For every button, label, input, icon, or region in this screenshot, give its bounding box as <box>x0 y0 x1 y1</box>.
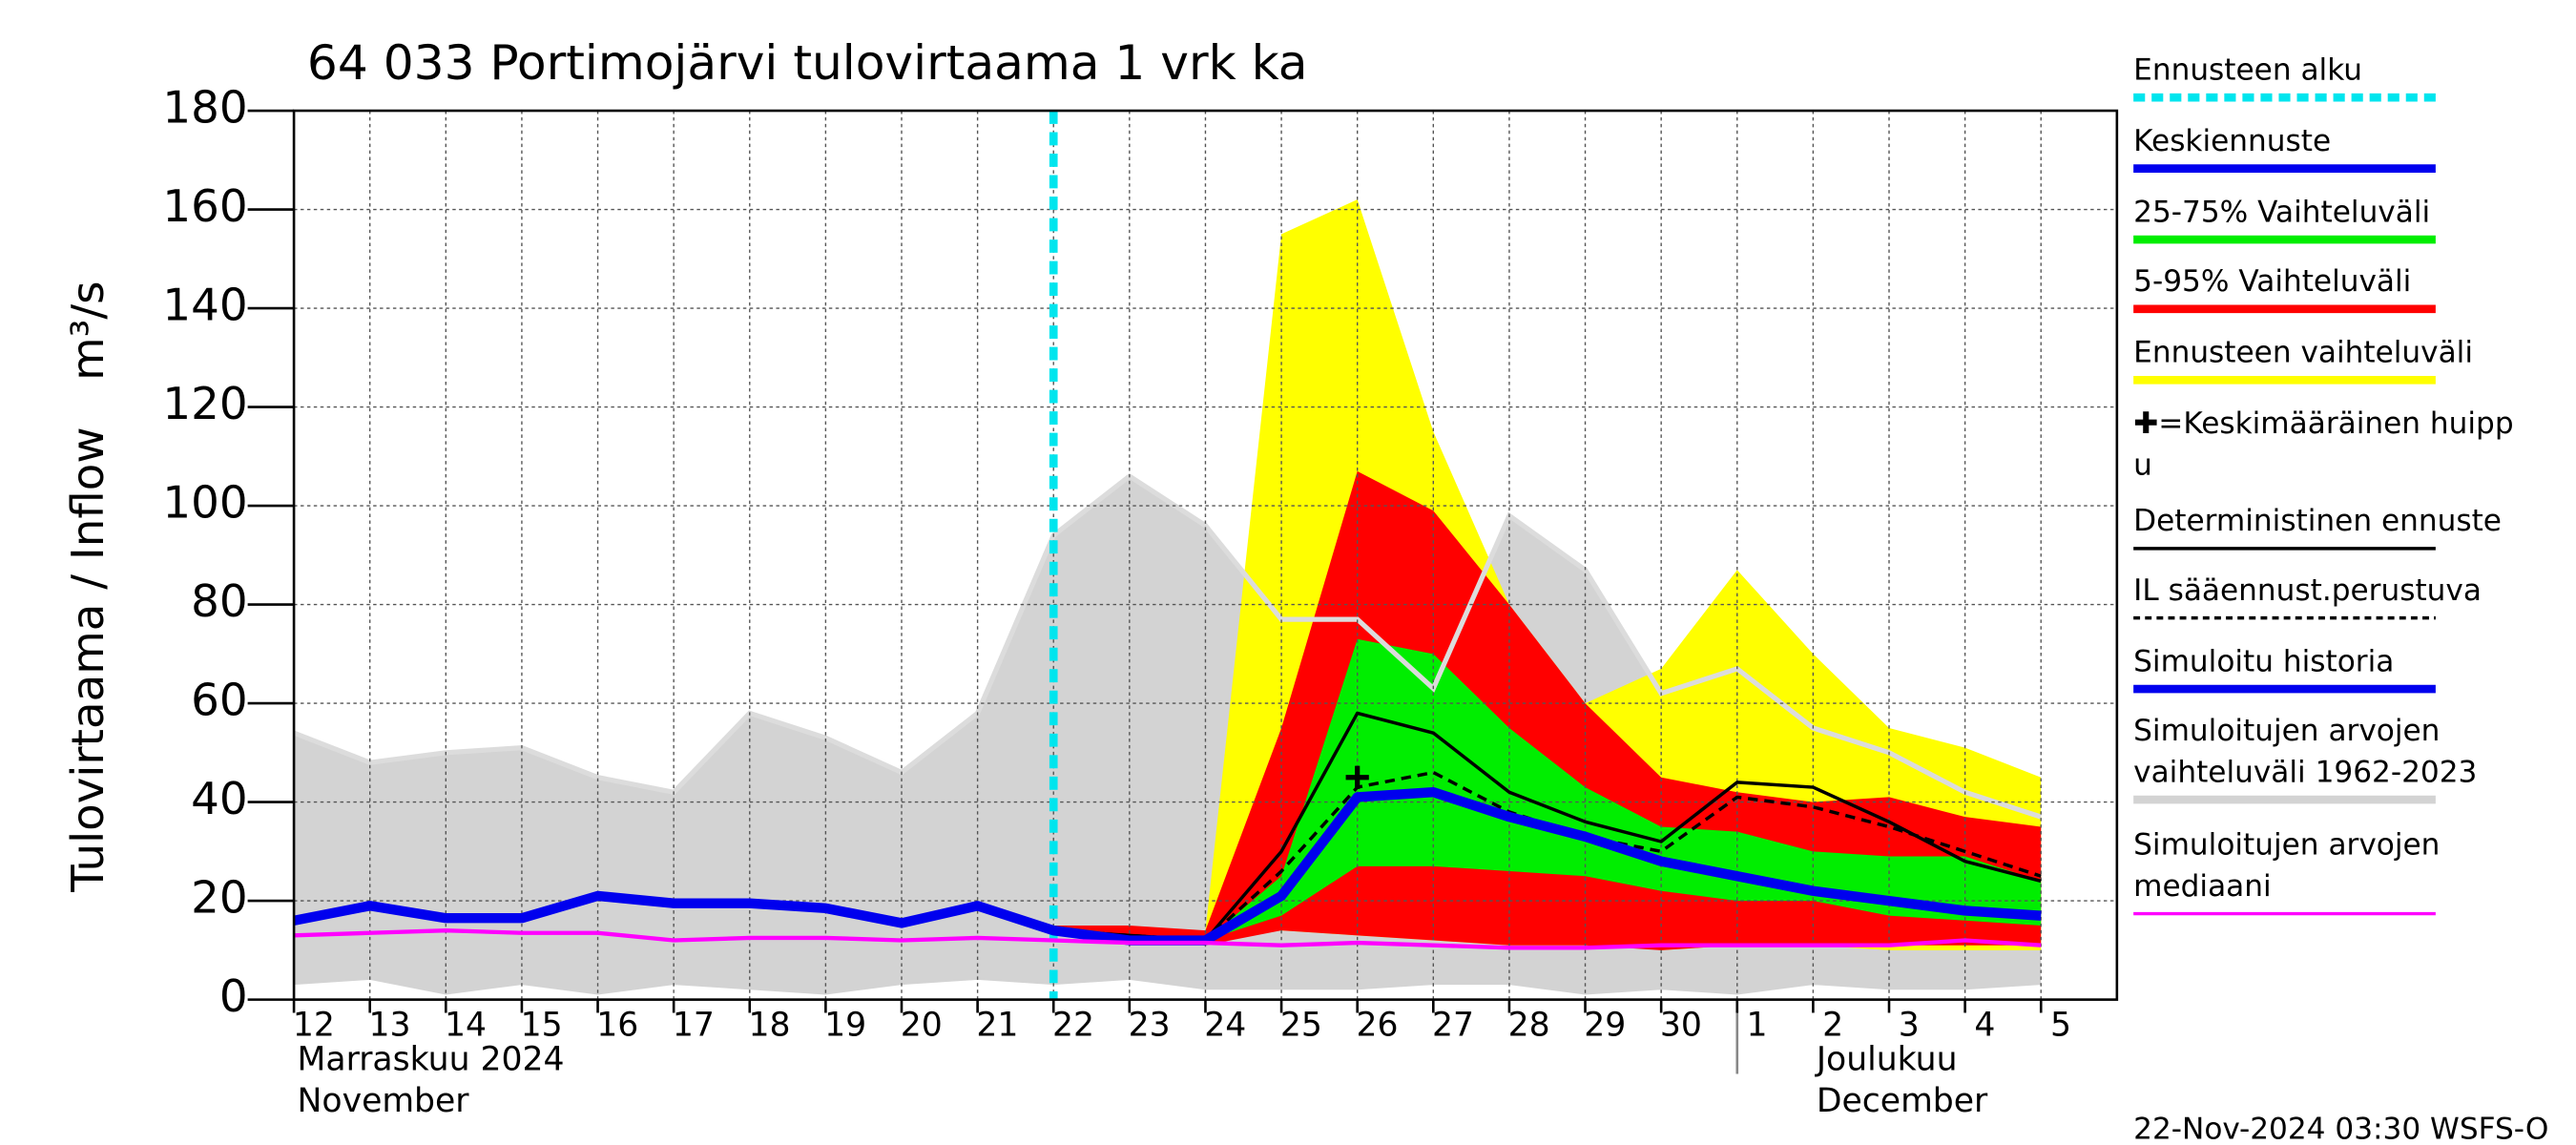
peak-marker <box>1345 765 1369 789</box>
x-tick-label: 4 <box>1974 1006 1995 1044</box>
y-tick-label: 40 <box>191 774 247 825</box>
y-tick-label: 180 <box>162 83 247 135</box>
x-tick-label: 29 <box>1584 1006 1626 1044</box>
x-tick-label: 16 <box>596 1006 638 1044</box>
legend-label: Ennusteen alku <box>2133 52 2362 87</box>
y-tick-label: 20 <box>191 873 247 925</box>
y-tick-label: 140 <box>162 281 247 332</box>
x-tick-label: 14 <box>445 1006 487 1044</box>
legend-label: Simuloitujen arvojen <box>2133 714 2440 748</box>
x-tick-label: 19 <box>824 1006 866 1044</box>
y-tick-label: 100 <box>162 478 247 530</box>
y-axis-label: Tulovirtaama / Inflow m³/s <box>63 281 114 893</box>
footer: 22-Nov-2024 03:30 WSFS-O <box>2133 1112 2548 1145</box>
x-tick-label: 5 <box>2050 1006 2071 1044</box>
range-top-line <box>293 472 2043 820</box>
x-tick-label: 18 <box>749 1006 791 1044</box>
x-tick-label: 21 <box>976 1006 1018 1044</box>
x-tick-label: 27 <box>1432 1006 1474 1044</box>
x-tick-label: 2 <box>1822 1006 1843 1044</box>
line <box>1053 711 2042 943</box>
legend-label: 5-95% Vaihteluväli <box>2133 264 2411 299</box>
legend-label: Ennusteen vaihteluväli <box>2133 336 2473 370</box>
legend-label: Deterministinen ennuste <box>2133 504 2502 538</box>
x-tick-label: 28 <box>1508 1006 1550 1044</box>
x-tick-label: 13 <box>368 1006 410 1044</box>
y-tick-label: 120 <box>162 379 247 430</box>
y-axis-label-part: Tulovirtaama / Inflow <box>63 427 114 893</box>
legend-label: Simuloitujen arvojen <box>2133 828 2440 863</box>
y-tick-label: 160 <box>162 181 247 233</box>
x-tick-label: 22 <box>1052 1006 1094 1044</box>
y-tick-label: 60 <box>191 676 247 727</box>
month-label: November <box>298 1082 470 1120</box>
legend-label: ✚=Keskimääräinen huipp <box>2133 406 2513 441</box>
month-label: December <box>1817 1082 1988 1120</box>
line <box>293 787 2042 946</box>
legend-label: mediaani <box>2133 869 2272 904</box>
x-tick-label: 20 <box>901 1006 943 1044</box>
plot <box>293 110 2117 1001</box>
x-tick-label: 17 <box>673 1006 715 1044</box>
legend-label: 25-75% Vaihteluväli <box>2133 195 2430 229</box>
y-axis-label-part: m³/s <box>63 281 114 381</box>
x-tick-label: 26 <box>1356 1006 1398 1044</box>
y-tick-label: 0 <box>219 971 248 1023</box>
legend-label: Simuloitu historia <box>2133 644 2394 678</box>
legend-label: IL sääennust.perustuva <box>2133 573 2482 608</box>
x-tick-label: 25 <box>1280 1006 1322 1044</box>
x-tick-label: 1 <box>1747 1006 1768 1044</box>
line <box>294 927 2042 950</box>
x-tick-label: 15 <box>521 1006 563 1044</box>
x-tick-label: 24 <box>1204 1006 1246 1044</box>
x-tick-label: 23 <box>1129 1006 1171 1044</box>
x-tick-label: 3 <box>1899 1006 1920 1044</box>
chart-title: 64 033 Portimojärvi tulovirtaama 1 vrk k… <box>307 34 1308 91</box>
month-label: Marraskuu 2024 <box>298 1041 565 1079</box>
y-tick-label: 80 <box>191 576 247 628</box>
month-label: Joulukuu <box>1815 1041 1958 1079</box>
x-tick-label: 30 <box>1660 1006 1702 1044</box>
x-tick-label: 12 <box>293 1006 335 1044</box>
legend-label: Keskiennuste <box>2133 124 2331 158</box>
legend-label: vaihteluväli 1962-2023 <box>2133 755 2477 789</box>
legend-label: u <box>2133 448 2152 482</box>
